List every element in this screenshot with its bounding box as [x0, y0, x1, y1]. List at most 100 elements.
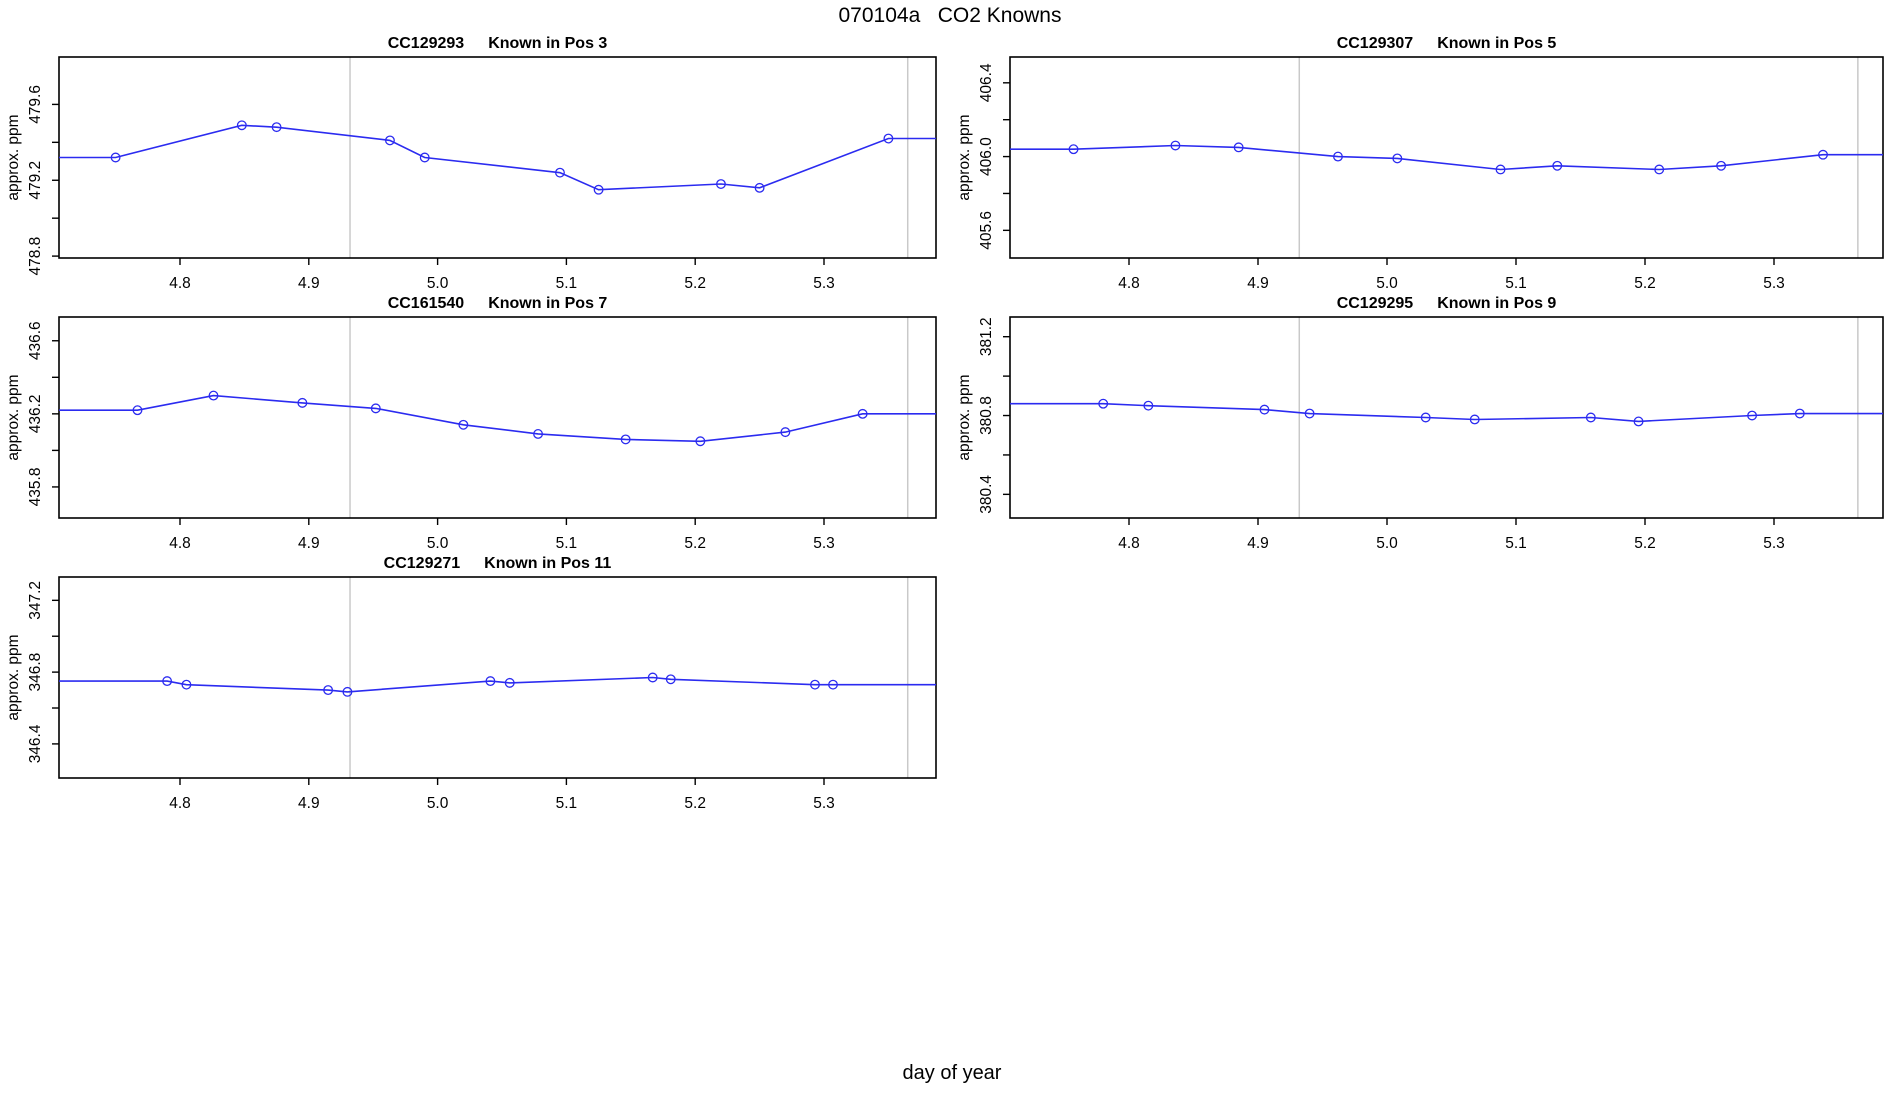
y-tick-label: 406.4: [978, 63, 995, 102]
x-tick-label: 5.1: [1505, 535, 1527, 550]
y-tick-label: 380.4: [978, 475, 995, 514]
plot-frame: [58, 56, 937, 259]
data-point: [1633, 416, 1644, 427]
data-line: [59, 394, 936, 443]
data-point: [384, 135, 395, 146]
data-point: [1469, 414, 1480, 425]
data-point: [504, 677, 515, 688]
x-tick-label: 5.3: [813, 795, 835, 810]
data-line: [1010, 144, 1883, 171]
data-point: [132, 405, 143, 416]
data-point: [1420, 412, 1431, 423]
x-tick-label: 4.8: [169, 275, 191, 290]
y-tick-label: 436.2: [27, 394, 44, 433]
data-point: [181, 679, 192, 690]
data-point: [1716, 160, 1727, 171]
x-tick-label: 5.3: [813, 275, 835, 290]
data-point: [1794, 408, 1805, 419]
y-tick-label: 405.6: [978, 211, 995, 250]
data-point: [695, 436, 706, 447]
data-point: [1170, 140, 1181, 151]
x-tick-label: 5.0: [1376, 275, 1398, 290]
x-tick-label: 5.1: [556, 275, 578, 290]
x-tick-label: 4.9: [1247, 535, 1269, 550]
x-tick-label: 5.3: [1763, 535, 1785, 550]
data-point: [1495, 164, 1506, 175]
plot-frame: [1009, 316, 1884, 519]
data-point: [297, 397, 308, 408]
y-axis-title: approx. ppm: [5, 114, 22, 200]
data-point: [1259, 404, 1270, 415]
data-point: [555, 167, 565, 178]
data-point: [533, 428, 544, 439]
data-point: [236, 120, 247, 131]
x-tick-label: 5.1: [556, 535, 578, 550]
data-point: [1143, 400, 1154, 411]
data-point: [1068, 144, 1079, 155]
figure-title: 070104a CO2 Knowns: [838, 4, 1062, 27]
data-point: [419, 152, 430, 163]
x-tick-label: 5.1: [556, 795, 578, 810]
x-tick-label: 5.0: [427, 795, 449, 810]
data-point: [1304, 408, 1315, 419]
y-axis-title: approx. ppm: [5, 374, 22, 460]
data-point: [162, 676, 173, 687]
data-line: [59, 124, 936, 191]
x-tick-label: 5.3: [813, 535, 835, 550]
data-point: [647, 672, 658, 683]
data-point: [716, 179, 726, 189]
plot-frame: [58, 576, 937, 779]
y-tick-label: 347.2: [27, 581, 44, 620]
y-axis-title: approx. ppm: [956, 114, 973, 200]
data-point: [754, 182, 765, 193]
panel-cc129271: 4.8 4.9 5.0 5.1 5.2 5.3 346.4 346.8 347.2 approx.…: [5, 555, 937, 810]
data-point: [458, 419, 469, 430]
x-tick-label: 4.8: [1118, 535, 1140, 550]
data-point: [1233, 142, 1244, 153]
data-point: [620, 434, 631, 445]
panel-title: CC129307 Known in Pos 5: [1337, 35, 1557, 52]
data-point: [208, 390, 219, 401]
data-point: [271, 122, 282, 133]
x-tick-label: 5.0: [427, 275, 449, 290]
y-tick-label: 479.2: [27, 161, 44, 200]
data-point: [665, 674, 676, 685]
data-point: [883, 133, 894, 144]
x-tick-label: 5.1: [1505, 275, 1527, 290]
data-point: [1392, 153, 1403, 164]
data-point: [485, 676, 496, 687]
panel-title: CC161540 Known in Pos 7: [388, 295, 608, 312]
panel-title: CC129293 Known in Pos 3: [388, 35, 608, 52]
plot-frame: [58, 316, 937, 519]
y-axis-title: approx. ppm: [956, 374, 973, 460]
data-point: [323, 685, 334, 696]
y-tick-label: 380.8: [978, 396, 995, 435]
x-tick-label: 4.8: [1118, 275, 1140, 290]
x-tick-label: 4.8: [169, 535, 191, 550]
x-tick-label: 5.2: [684, 275, 706, 290]
y-tick-label: 346.4: [27, 724, 44, 763]
data-point: [780, 427, 791, 438]
data-point: [370, 403, 381, 414]
x-tick-label: 5.2: [1634, 275, 1656, 290]
x-tick-label: 4.9: [298, 275, 320, 290]
data-point: [1552, 160, 1563, 171]
x-tick-label: 4.9: [298, 535, 320, 550]
data-point: [1818, 149, 1828, 160]
panel-title: CC129295 Known in Pos 9: [1337, 295, 1557, 312]
plot-frame: [1009, 56, 1884, 259]
data-point: [1654, 164, 1665, 175]
y-tick-label: 381.2: [978, 317, 995, 356]
x-tick-label: 5.0: [427, 535, 449, 550]
data-point: [1747, 410, 1758, 421]
panel-cc161540: 4.8 4.9 5.0 5.1 5.2 5.3 435.8 436.2 436.6 approx.…: [5, 295, 937, 550]
x-tick-label: 5.3: [1763, 275, 1785, 290]
y-tick-label: 406.0: [978, 137, 995, 176]
data-point: [1333, 151, 1343, 162]
x-tick-label: 4.9: [298, 795, 320, 810]
x-tick-label: 5.2: [684, 795, 706, 810]
data-point: [1585, 412, 1596, 423]
data-point: [828, 679, 838, 690]
y-tick-label: 478.8: [27, 237, 44, 276]
